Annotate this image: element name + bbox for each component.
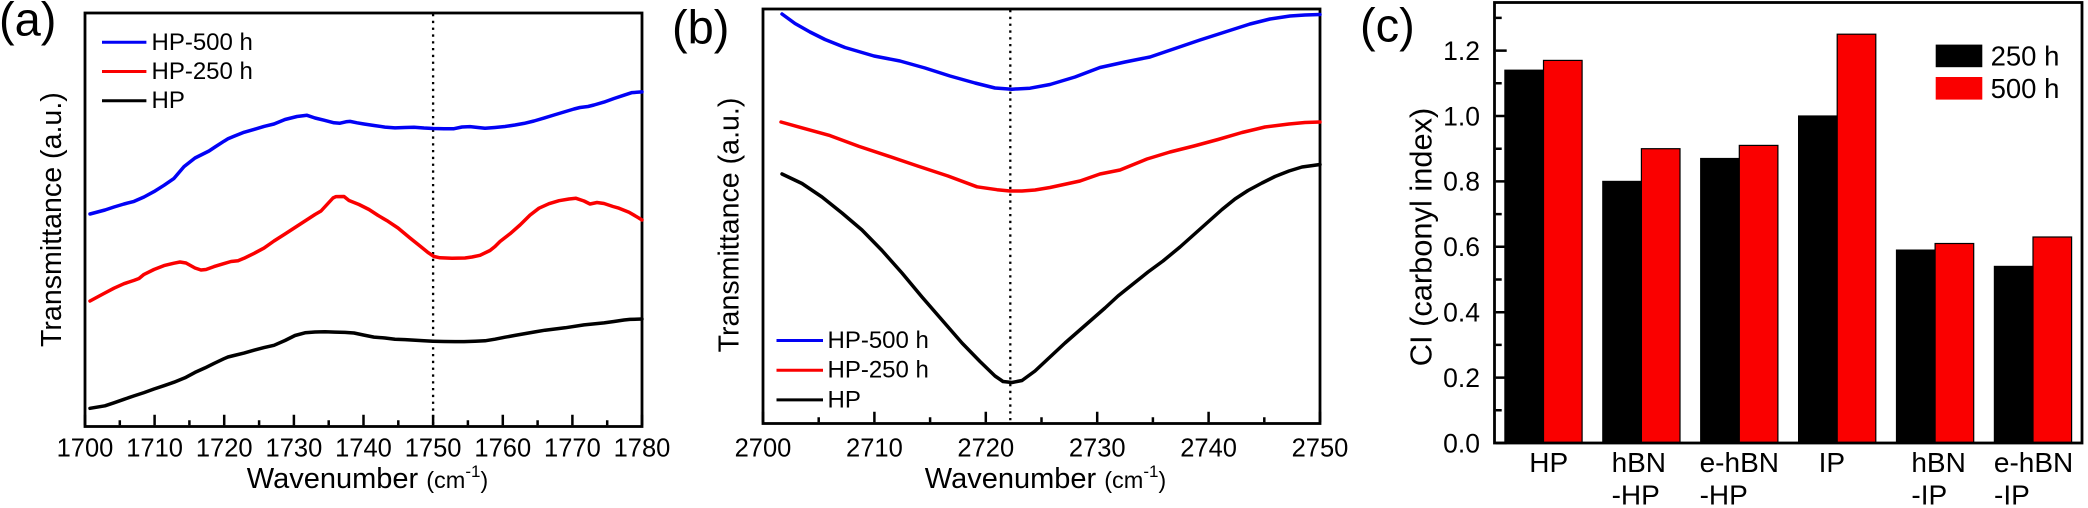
- svg-text:-HP: -HP: [1612, 479, 1660, 508]
- svg-text:500 h: 500 h: [1991, 73, 2060, 104]
- svg-text:2730: 2730: [1069, 435, 1126, 463]
- svg-text:1770: 1770: [544, 435, 601, 463]
- svg-text:2720: 2720: [957, 435, 1014, 463]
- svg-text:1700: 1700: [57, 435, 114, 463]
- svg-text:0.8: 0.8: [1443, 167, 1480, 197]
- svg-text:1750: 1750: [405, 435, 462, 463]
- svg-text:0.2: 0.2: [1443, 363, 1480, 393]
- svg-text:1740: 1740: [335, 435, 392, 463]
- svg-text:(b): (b): [672, 1, 729, 54]
- svg-text:e-hBN: e-hBN: [1994, 447, 2073, 478]
- svg-text:HP-250 h: HP-250 h: [152, 58, 253, 85]
- svg-text:1.0: 1.0: [1443, 101, 1480, 131]
- svg-text:HP: HP: [828, 386, 861, 413]
- svg-text:CI (carbonyl index): CI (carbonyl index): [1404, 108, 1439, 366]
- svg-text:1730: 1730: [266, 435, 323, 463]
- svg-text:2710: 2710: [846, 435, 903, 463]
- svg-text:-IP: -IP: [1911, 479, 1947, 508]
- svg-text:(c): (c): [1360, 0, 1415, 52]
- svg-text:-IP: -IP: [1994, 479, 2030, 508]
- svg-text:1760: 1760: [474, 435, 531, 463]
- svg-text:1720: 1720: [196, 435, 253, 463]
- svg-text:Transmittance (a.u.): Transmittance (a.u.): [36, 92, 68, 347]
- svg-text:0.0: 0.0: [1443, 428, 1480, 458]
- svg-text:hBN: hBN: [1911, 447, 1965, 478]
- svg-text:2750: 2750: [1292, 435, 1349, 463]
- svg-text:(a): (a): [0, 0, 56, 46]
- svg-text:HP: HP: [1529, 447, 1568, 478]
- svg-text:HP-250 h: HP-250 h: [828, 357, 929, 384]
- svg-text:1.2: 1.2: [1443, 36, 1480, 66]
- svg-text:IP: IP: [1819, 447, 1845, 478]
- svg-text:hBN: hBN: [1612, 447, 1666, 478]
- svg-text:2700: 2700: [735, 435, 792, 463]
- svg-text:1780: 1780: [614, 435, 671, 463]
- svg-text:0.4: 0.4: [1443, 298, 1480, 328]
- svg-text:HP-500 h: HP-500 h: [828, 327, 929, 354]
- svg-text:2740: 2740: [1180, 435, 1237, 463]
- svg-text:Wavenumber (cm-1): Wavenumber (cm-1): [247, 462, 488, 495]
- svg-text:0.6: 0.6: [1443, 232, 1480, 262]
- svg-text:250 h: 250 h: [1991, 41, 2060, 72]
- svg-text:e-hBN: e-hBN: [1700, 447, 1779, 478]
- svg-text:Transmittance (a.u.): Transmittance (a.u.): [714, 98, 746, 353]
- svg-text:-HP: -HP: [1700, 479, 1748, 508]
- svg-text:HP-500 h: HP-500 h: [152, 29, 253, 56]
- svg-text:Wavenumber (cm-1): Wavenumber (cm-1): [925, 462, 1166, 495]
- svg-text:1710: 1710: [126, 435, 183, 463]
- svg-text:HP: HP: [152, 87, 185, 114]
